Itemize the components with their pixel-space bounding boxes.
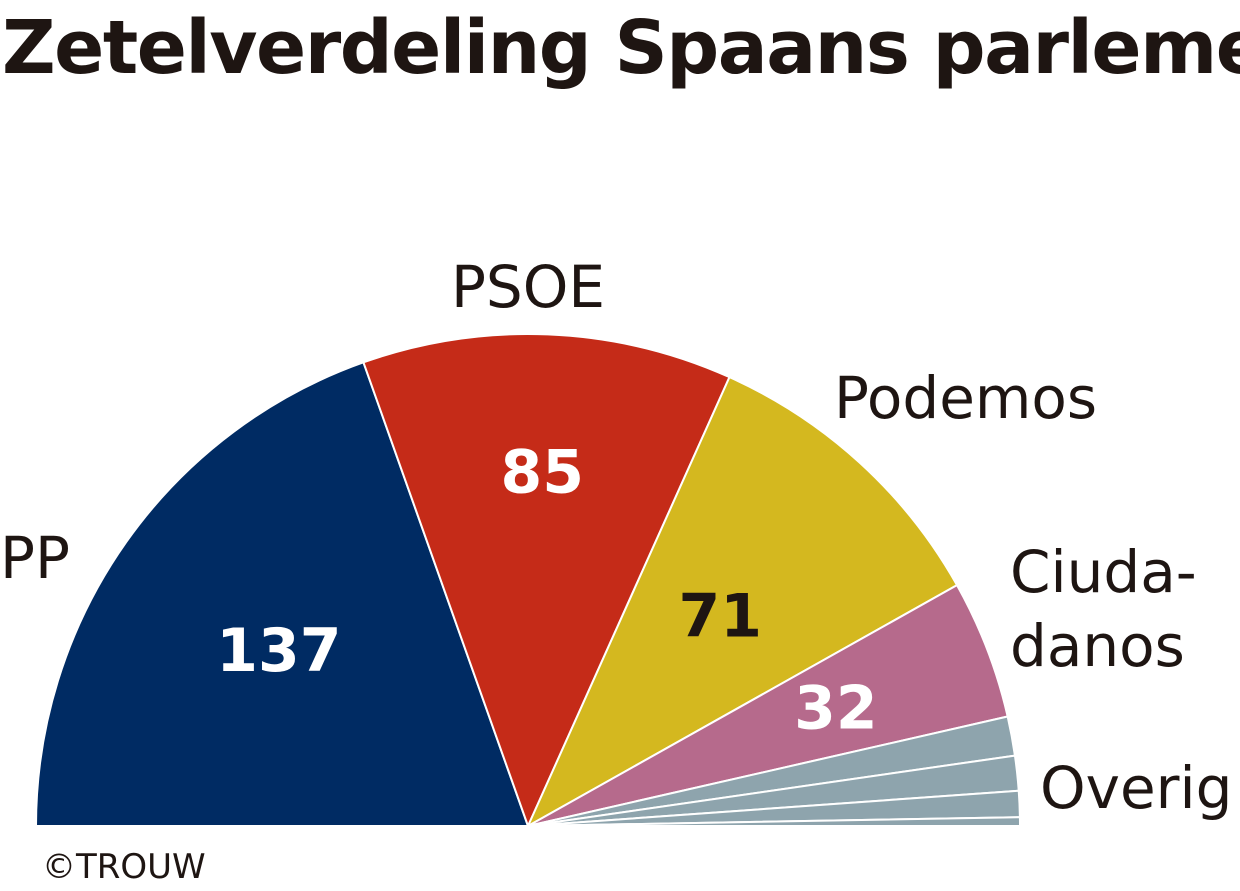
psoe-seat-label: 85 (501, 437, 585, 507)
psoe-party-label: PSOE (451, 253, 605, 321)
overig-slice-4 (527, 816, 1021, 827)
pp-slice (35, 361, 529, 827)
podemos-party-label: Podemos (834, 364, 1097, 432)
podemos-seat-label: 71 (679, 582, 763, 652)
ciudadanos-party-label-line-2: danos (1010, 612, 1185, 680)
overig-party-label: Overig (1040, 754, 1232, 822)
pp-party-label: PP (0, 524, 70, 592)
ciudadanos-party-label-line-1: Ciuda- (1010, 538, 1197, 606)
ciudadanos-seat-label: 32 (794, 673, 878, 743)
chart-title: Zetelverdeling Spaans parlement (2, 5, 1240, 91)
podemos-slice (527, 376, 958, 827)
psoe-slice (362, 333, 731, 827)
labels-group: 137 85 71 32 PP PSOE Podemos Ciuda-danos Overig (0, 253, 1232, 822)
credit-label: ©TROUW (42, 847, 206, 887)
pp-seat-label: 137 (216, 616, 341, 686)
slices-group (35, 333, 1021, 827)
